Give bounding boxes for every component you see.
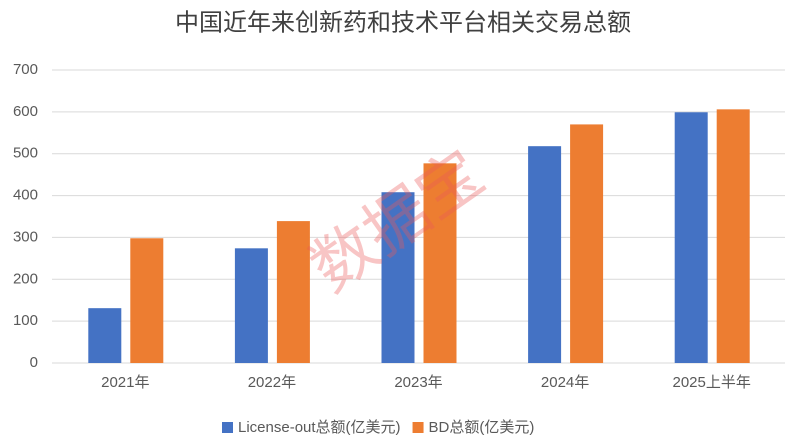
x-tick-label: 2025上半年 — [673, 374, 751, 391]
legend-label: License-out总额(亿美元) — [238, 419, 401, 436]
x-tick-label: 2024年 — [541, 374, 589, 391]
y-tick-label: 100 — [13, 312, 38, 329]
bar — [716, 109, 750, 364]
y-tick-label: 700 — [13, 61, 38, 78]
legend-label: BD总额(亿美元) — [429, 419, 535, 436]
legend: License-out总额(亿美元) BD总额(亿美元) — [222, 419, 534, 436]
bar — [528, 146, 562, 363]
x-tick-label: 2022年 — [248, 374, 296, 391]
bar — [130, 238, 164, 363]
bar — [276, 221, 310, 363]
y-tick-label: 300 — [13, 228, 38, 245]
x-tick-label: 2021年 — [101, 374, 149, 391]
bar — [88, 308, 122, 363]
bar — [381, 192, 415, 363]
y-tick-label: 500 — [13, 145, 38, 162]
chart-title: 中国近年来创新药和技术平台相关交易总额 — [175, 9, 631, 36]
bar — [423, 163, 457, 363]
y-tick-label: 200 — [13, 270, 38, 287]
legend-swatch — [412, 422, 424, 433]
y-tick-label: 600 — [13, 103, 38, 120]
y-tick-label: 400 — [13, 187, 38, 204]
legend-swatch — [222, 422, 233, 433]
x-tick-label: 2023年 — [394, 374, 442, 391]
bar — [234, 248, 268, 363]
bar — [570, 124, 604, 364]
bar — [674, 112, 708, 363]
y-tick-label: 0 — [30, 354, 38, 371]
